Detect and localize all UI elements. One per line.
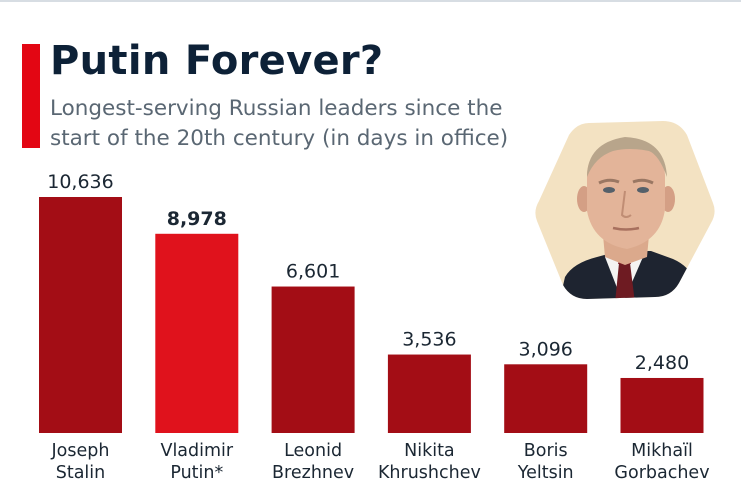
category-label-0-line-1: Stalin [56, 463, 106, 483]
category-label-3-line-1: Khrushchev [378, 463, 481, 483]
category-label-1-line-0: Vladimir [160, 441, 233, 461]
category-label-1-line-1: Putin* [170, 463, 223, 483]
chart-subtitle: Longest-serving Russian leaders since th… [50, 96, 509, 151]
value-label-0: 10,636 [47, 171, 113, 193]
category-label-2-line-1: Brezhnev [272, 463, 354, 483]
title-accent-bar [22, 44, 40, 148]
category-label-3-line-0: Nikita [404, 441, 455, 461]
vladimir-putin-portrait [535, 121, 715, 299]
category-label-5-line-1: Gorbachev [614, 463, 709, 483]
bar-0 [39, 197, 122, 433]
value-label-1: 8,978 [167, 208, 227, 230]
bar-4 [504, 364, 588, 433]
bar-5 [620, 377, 704, 433]
value-label-2: 6,601 [286, 261, 340, 283]
category-label-4-line-1: Yeltsin [517, 463, 574, 483]
category-label-5-line-0: Mikhaïl [631, 441, 693, 461]
bar-2 [271, 286, 355, 433]
value-label-3: 3,536 [402, 329, 456, 351]
value-label-4: 3,096 [518, 338, 572, 360]
bar-3 [387, 354, 471, 433]
bar-1 [155, 233, 239, 433]
chart-title: Putin Forever? [50, 38, 384, 84]
top-divider [0, 0, 741, 2]
value-label-5: 2,480 [635, 352, 689, 374]
category-label-0-line-0: Joseph [51, 441, 110, 461]
category-label-2-line-0: Leonid [284, 441, 342, 461]
category-label-4-line-0: Boris [524, 441, 568, 461]
